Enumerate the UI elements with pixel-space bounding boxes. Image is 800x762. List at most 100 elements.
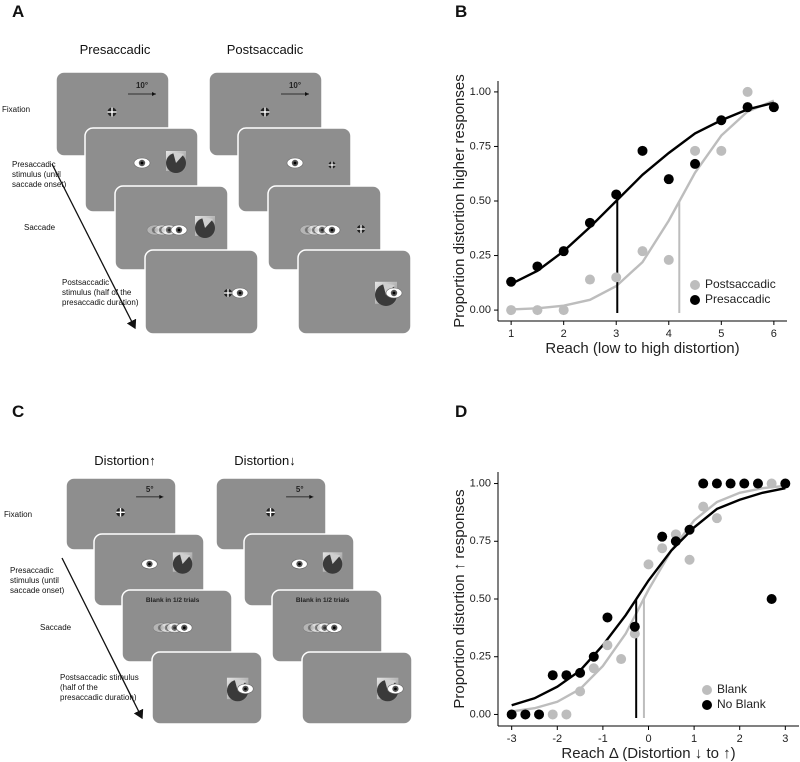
x-tick-label: -3 — [507, 733, 517, 745]
legend-swatch — [702, 700, 712, 710]
y-tick-label: 0.50 — [470, 195, 491, 207]
y-tick-label: 1.00 — [470, 86, 491, 98]
data-point — [584, 217, 595, 228]
stimulus-wedge — [202, 217, 213, 228]
row-label: Postsaccadic stimulus (half of the presa… — [60, 673, 139, 702]
y-tick-label: 0.25 — [470, 249, 491, 261]
screen-note: Blank in 1/2 trials — [146, 597, 200, 604]
eye-icon — [291, 558, 308, 570]
data-point — [561, 709, 572, 720]
panel-label: D — [455, 402, 468, 421]
data-point — [657, 531, 668, 542]
eye-pupil — [293, 161, 297, 165]
y-tick-label: 0.25 — [470, 651, 491, 663]
data-point — [657, 543, 668, 554]
stimulus-disc — [322, 554, 343, 574]
fit-curve — [511, 486, 786, 707]
eye-pupil — [330, 228, 334, 232]
row-label: Saccade — [24, 223, 56, 232]
data-point — [611, 189, 622, 200]
eye-pupil — [323, 626, 326, 630]
eye-icon — [176, 622, 193, 633]
stimulus-wedge — [179, 553, 191, 564]
data-point — [506, 709, 517, 720]
data-point — [547, 709, 558, 720]
row-label: Fixation — [4, 510, 33, 519]
data-point — [520, 709, 531, 720]
row-label: Fixation — [2, 105, 31, 114]
data-point — [629, 628, 640, 639]
x-tick-label: 1 — [691, 733, 697, 745]
x-tick-label: 2 — [737, 733, 743, 745]
data-point — [588, 651, 599, 662]
panel-label: B — [455, 2, 468, 21]
time-arrow — [61, 557, 144, 720]
time-arrow — [51, 163, 137, 330]
scale-arrowhead — [305, 92, 309, 96]
screen — [301, 651, 413, 725]
scale-label: 10° — [289, 81, 301, 90]
stimulus-wedge — [329, 553, 341, 564]
legend-label: Postsaccadic — [705, 277, 776, 291]
legend-swatch — [690, 280, 700, 290]
data-point — [534, 709, 545, 720]
x-tick-label: -2 — [552, 733, 562, 745]
y-tick-label: 0.50 — [470, 593, 491, 605]
eye-pupil — [298, 562, 301, 566]
fit-curve — [511, 484, 786, 713]
column-title: Presaccadic — [79, 42, 151, 57]
data-point — [725, 478, 736, 489]
eye-pupil — [332, 626, 336, 630]
x-tick-label: 2 — [561, 328, 567, 340]
data-point — [547, 670, 558, 681]
data-point — [663, 174, 674, 185]
eye-pupil — [173, 626, 176, 630]
data-point — [752, 478, 763, 489]
data-point — [711, 513, 722, 524]
data-point — [780, 478, 791, 489]
row-label: Postsaccadic stimulus (half of the presa… — [62, 278, 139, 307]
row-label: Presaccadic stimulus (until saccade onse… — [10, 566, 65, 595]
scale-arrowhead — [152, 92, 156, 96]
data-point — [602, 612, 613, 623]
data-point — [716, 115, 727, 126]
eye-icon — [385, 287, 403, 299]
data-point — [575, 667, 586, 678]
y-tick-label: 1.00 — [470, 477, 491, 489]
stimulus-wedge — [384, 678, 397, 691]
row-label: Saccade — [40, 623, 72, 632]
eye-icon — [133, 157, 151, 169]
eye-pupil — [244, 687, 247, 691]
fit-curve — [511, 99, 775, 311]
data-point — [684, 524, 695, 535]
legend-swatch — [690, 295, 700, 305]
stimulus-wedge — [173, 152, 184, 163]
data-point — [575, 686, 586, 697]
x-axis-title: Reach Δ (Distortion ↓ to ↑) — [561, 745, 735, 762]
data-point — [584, 274, 595, 285]
data-point — [629, 621, 640, 632]
eye-icon — [323, 224, 341, 236]
x-tick-label: 3 — [782, 733, 788, 745]
data-point — [611, 272, 622, 283]
eye-icon — [237, 683, 254, 695]
data-point — [637, 145, 648, 156]
data-point — [532, 261, 543, 272]
eye-icon — [326, 622, 343, 633]
screen — [151, 651, 263, 725]
scale-label: 5° — [296, 485, 304, 494]
data-point — [616, 654, 627, 665]
data-point — [768, 102, 779, 113]
data-point — [698, 478, 709, 489]
data-point — [690, 158, 701, 169]
x-tick-label: 1 — [508, 328, 514, 340]
eye-pupil — [182, 626, 186, 630]
x-tick-label: 4 — [666, 328, 672, 340]
screen-note: Blank in 1/2 trials — [296, 597, 350, 604]
x-tick-label: 0 — [645, 733, 651, 745]
y-tick-label: 0.75 — [470, 140, 491, 152]
data-point — [716, 145, 727, 156]
column-title: Postsaccadic — [226, 42, 304, 57]
